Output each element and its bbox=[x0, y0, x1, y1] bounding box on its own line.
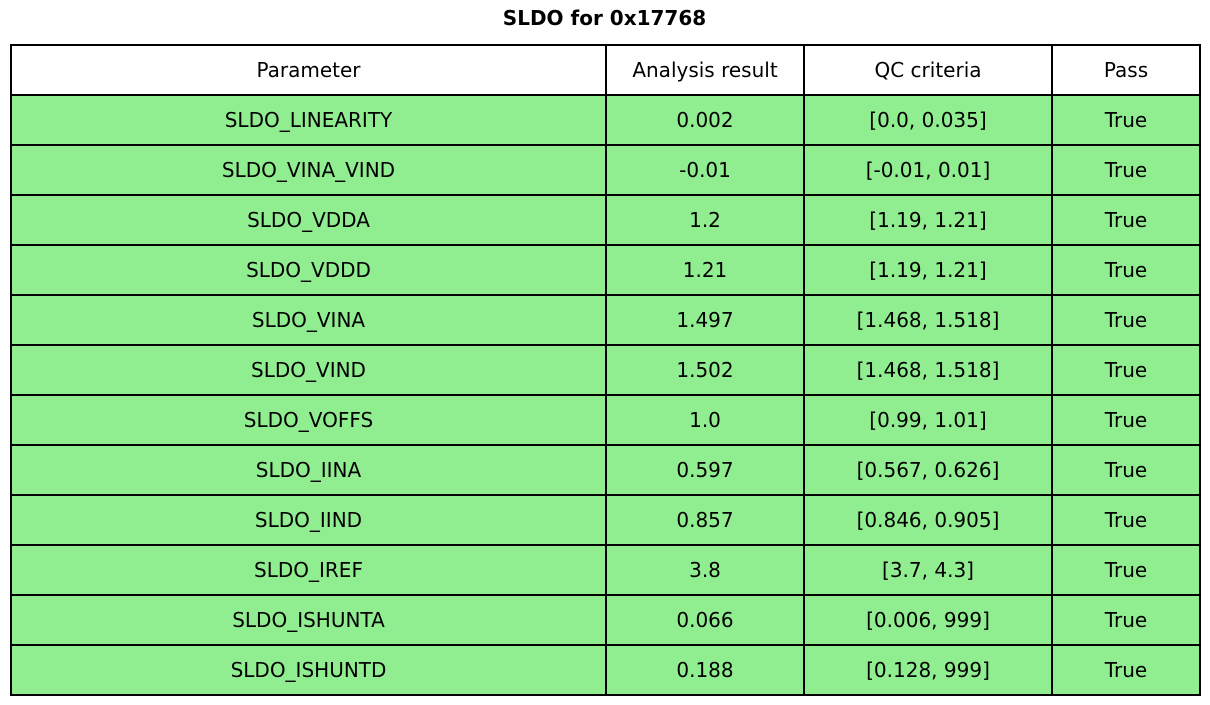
table-row: SLDO_VDDA 1.2 [1.19, 1.21] True bbox=[10, 194, 1201, 246]
cell-pass: True bbox=[1051, 194, 1201, 246]
cell-parameter: SLDO_VDDA bbox=[10, 194, 607, 246]
cell-result: 3.8 bbox=[605, 544, 805, 596]
qc-table: Parameter Analysis result QC criteria Pa… bbox=[10, 44, 1201, 696]
cell-criteria: [1.19, 1.21] bbox=[803, 194, 1053, 246]
cell-parameter: SLDO_VOFFS bbox=[10, 394, 607, 446]
table-row: SLDO_IINA 0.597 [0.567, 0.626] True bbox=[10, 444, 1201, 496]
cell-pass: True bbox=[1051, 544, 1201, 596]
cell-criteria: [0.99, 1.01] bbox=[803, 394, 1053, 446]
table-row: SLDO_VIND 1.502 [1.468, 1.518] True bbox=[10, 344, 1201, 396]
cell-result: -0.01 bbox=[605, 144, 805, 196]
cell-result: 1.21 bbox=[605, 244, 805, 296]
cell-parameter: SLDO_LINEARITY bbox=[10, 94, 607, 146]
header-parameter: Parameter bbox=[10, 44, 607, 96]
cell-pass: True bbox=[1051, 294, 1201, 346]
table-row: SLDO_ISHUNTA 0.066 [0.006, 999] True bbox=[10, 594, 1201, 646]
cell-parameter: SLDO_ISHUNTD bbox=[10, 644, 607, 696]
cell-result: 0.188 bbox=[605, 644, 805, 696]
cell-criteria: [0.567, 0.626] bbox=[803, 444, 1053, 496]
cell-parameter: SLDO_VIND bbox=[10, 344, 607, 396]
cell-pass: True bbox=[1051, 94, 1201, 146]
cell-result: 0.597 bbox=[605, 444, 805, 496]
table-row: SLDO_IREF 3.8 [3.7, 4.3] True bbox=[10, 544, 1201, 596]
cell-pass: True bbox=[1051, 244, 1201, 296]
cell-result: 0.857 bbox=[605, 494, 805, 546]
table-row: SLDO_VOFFS 1.0 [0.99, 1.01] True bbox=[10, 394, 1201, 446]
cell-criteria: [-0.01, 0.01] bbox=[803, 144, 1053, 196]
table-row: SLDO_IIND 0.857 [0.846, 0.905] True bbox=[10, 494, 1201, 546]
cell-pass: True bbox=[1051, 644, 1201, 696]
cell-criteria: [1.468, 1.518] bbox=[803, 294, 1053, 346]
cell-parameter: SLDO_IIND bbox=[10, 494, 607, 546]
cell-parameter: SLDO_IINA bbox=[10, 444, 607, 496]
cell-pass: True bbox=[1051, 144, 1201, 196]
header-qc-criteria: QC criteria bbox=[803, 44, 1053, 96]
figure-title: SLDO for 0x17768 bbox=[502, 6, 707, 30]
table-row: SLDO_LINEARITY 0.002 [0.0, 0.035] True bbox=[10, 94, 1201, 146]
header-analysis-result: Analysis result bbox=[605, 44, 805, 96]
cell-parameter: SLDO_VDDD bbox=[10, 244, 607, 296]
cell-pass: True bbox=[1051, 594, 1201, 646]
header-pass: Pass bbox=[1051, 44, 1201, 96]
cell-pass: True bbox=[1051, 494, 1201, 546]
cell-result: 1.502 bbox=[605, 344, 805, 396]
cell-criteria: [1.19, 1.21] bbox=[803, 244, 1053, 296]
table-row: SLDO_ISHUNTD 0.188 [0.128, 999] True bbox=[10, 644, 1201, 696]
cell-criteria: [3.7, 4.3] bbox=[803, 544, 1053, 596]
cell-parameter: SLDO_VINA bbox=[10, 294, 607, 346]
table-row: SLDO_VDDD 1.21 [1.19, 1.21] True bbox=[10, 244, 1201, 296]
cell-parameter: SLDO_IREF bbox=[10, 544, 607, 596]
cell-result: 1.0 bbox=[605, 394, 805, 446]
cell-result: 0.002 bbox=[605, 94, 805, 146]
cell-result: 1.2 bbox=[605, 194, 805, 246]
cell-result: 1.497 bbox=[605, 294, 805, 346]
cell-criteria: [0.0, 0.035] bbox=[803, 94, 1053, 146]
cell-pass: True bbox=[1051, 394, 1201, 446]
cell-parameter: SLDO_ISHUNTA bbox=[10, 594, 607, 646]
cell-criteria: [1.468, 1.518] bbox=[803, 344, 1053, 396]
cell-criteria: [0.006, 999] bbox=[803, 594, 1053, 646]
table-row: SLDO_VINA_VIND -0.01 [-0.01, 0.01] True bbox=[10, 144, 1201, 196]
cell-criteria: [0.128, 999] bbox=[803, 644, 1053, 696]
cell-criteria: [0.846, 0.905] bbox=[803, 494, 1053, 546]
table-row: SLDO_VINA 1.497 [1.468, 1.518] True bbox=[10, 294, 1201, 346]
cell-result: 0.066 bbox=[605, 594, 805, 646]
cell-parameter: SLDO_VINA_VIND bbox=[10, 144, 607, 196]
header-row: Parameter Analysis result QC criteria Pa… bbox=[10, 44, 1201, 96]
cell-pass: True bbox=[1051, 344, 1201, 396]
cell-pass: True bbox=[1051, 444, 1201, 496]
